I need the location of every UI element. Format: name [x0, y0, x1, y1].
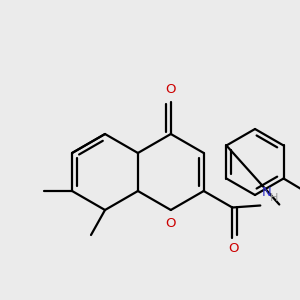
Text: H: H — [270, 194, 279, 203]
Text: O: O — [166, 83, 176, 96]
Text: O: O — [166, 217, 176, 230]
Text: N: N — [262, 186, 272, 199]
Text: O: O — [228, 242, 238, 256]
